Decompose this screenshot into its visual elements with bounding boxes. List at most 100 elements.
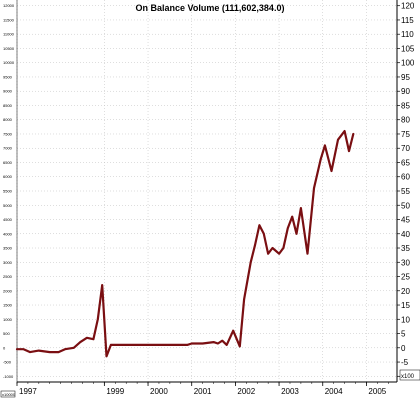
right-tick-label: 120 xyxy=(401,2,415,11)
left-tick-label: 12000 xyxy=(3,3,15,8)
data-point xyxy=(16,348,18,351)
x-tick-label: 2000 xyxy=(150,387,168,396)
left-tick-label: 10500 xyxy=(3,46,15,51)
right-axis-unit: x100 xyxy=(401,374,415,380)
data-point xyxy=(29,351,31,353)
x-tick-label: 2004 xyxy=(325,387,343,396)
right-tick-label: 100 xyxy=(401,59,415,68)
data-point xyxy=(267,252,269,255)
data-point xyxy=(217,342,219,345)
data-point xyxy=(116,344,119,346)
x-tick-label: 1999 xyxy=(106,387,124,396)
data-point xyxy=(291,215,293,218)
data-point xyxy=(330,170,333,172)
right-tick-label: 90 xyxy=(401,87,410,96)
x-tick-label: 1997 xyxy=(19,387,37,396)
right-tick-label: 85 xyxy=(401,101,410,110)
left-tick-label: 1500 xyxy=(3,303,13,308)
right-tick-label: 35 xyxy=(401,244,410,253)
data-point xyxy=(282,247,285,249)
left-tick-label: 4500 xyxy=(3,217,13,222)
data-point xyxy=(22,348,25,351)
data-point xyxy=(79,341,82,343)
left-tick-label: 8500 xyxy=(3,103,13,108)
data-point xyxy=(225,344,228,346)
right-tick-label: 105 xyxy=(401,44,415,53)
right-tick-label: -5 xyxy=(401,358,409,367)
left-tick-label: 3500 xyxy=(3,246,13,251)
right-tick-label: 25 xyxy=(401,273,410,282)
data-point xyxy=(57,351,60,353)
data-point xyxy=(337,138,339,141)
data-point xyxy=(254,244,256,246)
left-tick-label: 7500 xyxy=(3,131,13,136)
right-axis-unit-box: x100 xyxy=(399,369,420,381)
left-tick-label: 9000 xyxy=(3,89,13,94)
left-tick-label: 11000 xyxy=(3,32,15,37)
left-tick-label: 9500 xyxy=(3,74,13,79)
x-tick-label: 2001 xyxy=(194,387,212,396)
left-tick-label: 8000 xyxy=(3,117,13,122)
data-point xyxy=(343,130,346,132)
data-point xyxy=(201,342,204,345)
data-point xyxy=(190,342,193,345)
right-tick-label: 50 xyxy=(401,201,410,210)
data-point xyxy=(136,344,138,346)
right-tick-label: 115 xyxy=(401,16,414,25)
data-point xyxy=(179,344,182,346)
data-point xyxy=(319,158,322,161)
data-point xyxy=(38,349,40,352)
left-tick-label: 6000 xyxy=(3,174,13,179)
data-point xyxy=(348,150,350,152)
data-point xyxy=(86,337,88,339)
data-point xyxy=(110,344,112,346)
left-tick-label: 5500 xyxy=(3,189,13,194)
right-tick-label: 10 xyxy=(401,315,410,324)
data-point xyxy=(278,252,280,255)
data-point xyxy=(92,338,95,341)
gridlines xyxy=(16,0,397,382)
data-point xyxy=(48,351,51,353)
right-tick-label: 40 xyxy=(401,230,410,239)
left-tick-label: 5000 xyxy=(3,203,13,208)
left-axis-unit: x10000 xyxy=(2,392,16,397)
data-point xyxy=(243,298,245,301)
data-point xyxy=(101,284,103,286)
left-tick-label: -500 xyxy=(3,360,12,365)
data-point xyxy=(287,227,289,229)
data-point xyxy=(186,344,189,346)
data-point xyxy=(352,133,355,135)
right-tick-label: 95 xyxy=(401,73,410,82)
left-tick-label: 0 xyxy=(3,345,6,350)
left-axis-unit-box: x10000 xyxy=(0,390,16,398)
right-tick-label: 70 xyxy=(401,144,410,153)
right-tick-label: 45 xyxy=(401,216,410,225)
left-tick-label: 500 xyxy=(3,331,10,336)
data-point xyxy=(249,261,252,264)
data-point xyxy=(97,318,99,321)
data-point xyxy=(258,224,261,227)
data-point xyxy=(105,355,108,358)
data-point xyxy=(271,247,274,249)
left-tick-label: 3000 xyxy=(3,260,13,265)
left-tick-label: 1000 xyxy=(3,317,13,322)
data-point xyxy=(295,232,298,235)
data-point xyxy=(212,341,215,343)
left-tick-label: 7000 xyxy=(3,146,13,151)
data-point xyxy=(72,346,75,349)
data-point xyxy=(300,207,302,209)
left-tick-label: 4000 xyxy=(3,231,13,236)
right-tick-label: 75 xyxy=(401,130,410,139)
data-point xyxy=(313,187,315,189)
data-point xyxy=(232,329,235,332)
right-tick-label: 55 xyxy=(401,187,410,196)
data-point xyxy=(169,344,171,346)
x-tick-label: 2005 xyxy=(368,387,386,396)
data-point xyxy=(158,344,160,346)
data-point xyxy=(221,339,224,342)
left-tick-label: 11500 xyxy=(3,17,15,22)
right-tick-label: 5 xyxy=(401,330,406,339)
left-tick-label: 6500 xyxy=(3,160,13,165)
